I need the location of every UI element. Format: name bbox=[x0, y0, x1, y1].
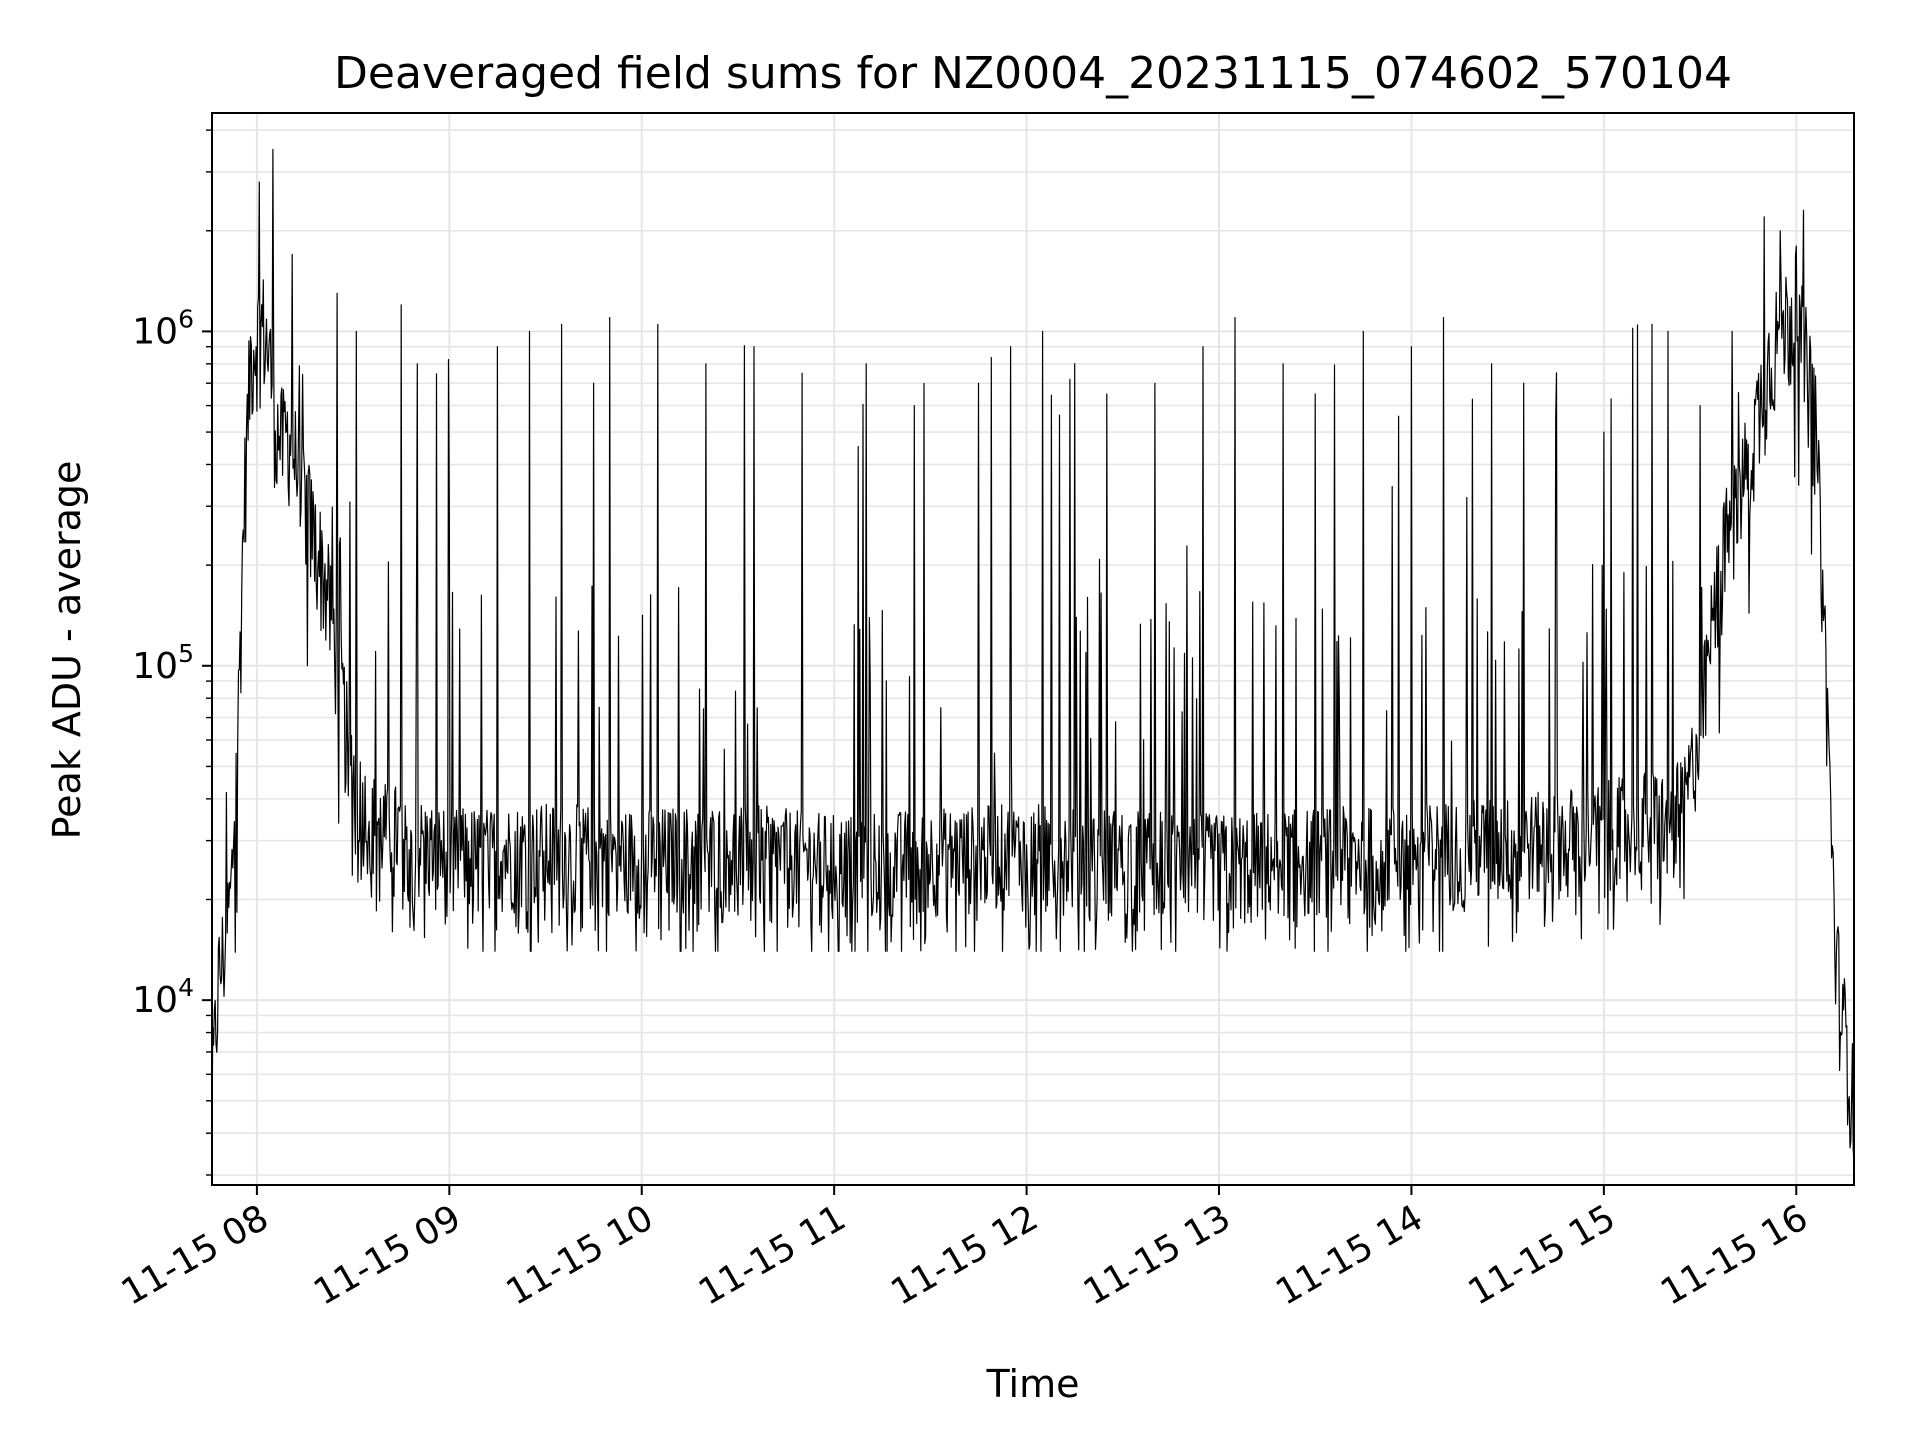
y-tick-label: 104 bbox=[132, 973, 194, 1021]
y-axis-label: Peak ADU - average bbox=[45, 461, 89, 840]
plot-frame bbox=[211, 112, 1855, 1186]
series-group bbox=[211, 148, 1855, 1165]
chart-title: Deaveraged field sums for NZ0004_2023111… bbox=[334, 48, 1732, 99]
y-axis: 104 105 106 bbox=[132, 129, 212, 1176]
y-tick-label: 105 bbox=[132, 639, 194, 687]
x-axis-label: Time bbox=[986, 1362, 1080, 1406]
series-line bbox=[211, 148, 1855, 1165]
y-tick-label: 106 bbox=[132, 304, 194, 352]
